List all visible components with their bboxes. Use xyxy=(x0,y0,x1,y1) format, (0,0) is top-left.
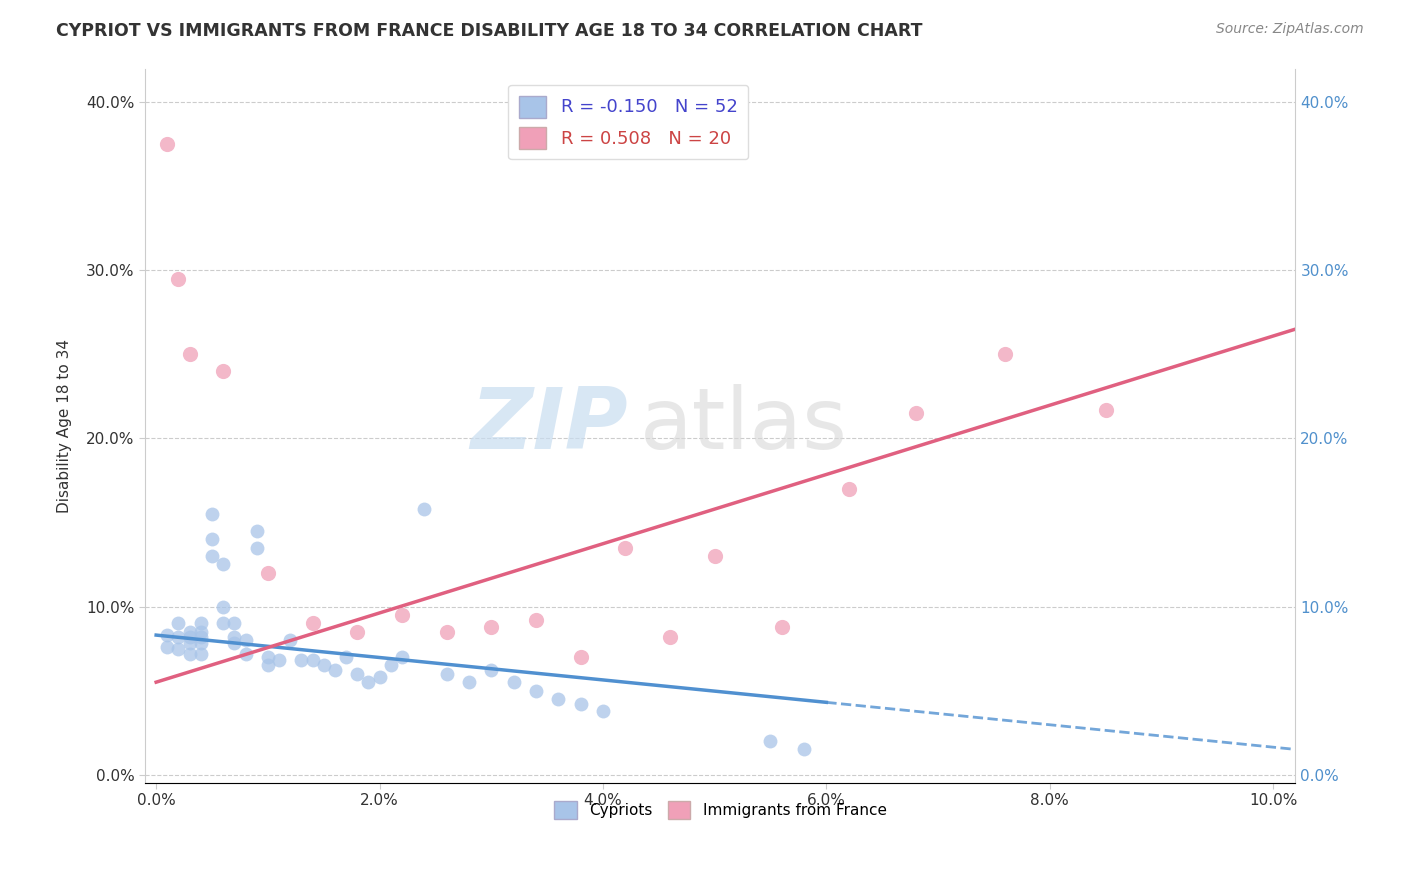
Y-axis label: Disability Age 18 to 34: Disability Age 18 to 34 xyxy=(58,339,72,513)
Text: CYPRIOT VS IMMIGRANTS FROM FRANCE DISABILITY AGE 18 TO 34 CORRELATION CHART: CYPRIOT VS IMMIGRANTS FROM FRANCE DISABI… xyxy=(56,22,922,40)
Point xyxy=(257,649,280,664)
Point xyxy=(190,624,212,639)
Point xyxy=(592,704,614,718)
Point xyxy=(1094,402,1116,417)
Point xyxy=(190,636,212,650)
Point xyxy=(278,633,301,648)
Point xyxy=(246,541,269,555)
Point xyxy=(201,507,224,521)
Point xyxy=(391,649,413,664)
Point xyxy=(167,630,190,644)
Point xyxy=(323,664,346,678)
Point xyxy=(614,541,637,555)
Point xyxy=(179,347,201,361)
Point xyxy=(190,647,212,661)
Point xyxy=(346,666,368,681)
Point xyxy=(569,649,592,664)
Point xyxy=(257,658,280,673)
Point xyxy=(179,636,201,650)
Point xyxy=(224,636,246,650)
Text: atlas: atlas xyxy=(640,384,848,467)
Point xyxy=(179,624,201,639)
Point xyxy=(267,653,290,667)
Point xyxy=(479,664,502,678)
Point xyxy=(436,666,458,681)
Point xyxy=(224,616,246,631)
Point xyxy=(838,482,860,496)
Point xyxy=(167,271,190,285)
Point xyxy=(190,616,212,631)
Point xyxy=(770,620,793,634)
Point xyxy=(413,502,436,516)
Point xyxy=(569,697,592,711)
Point xyxy=(301,653,323,667)
Point xyxy=(547,692,569,706)
Point xyxy=(357,675,380,690)
Point xyxy=(524,613,547,627)
Legend: Cypriots, Immigrants from France: Cypriots, Immigrants from France xyxy=(548,795,893,825)
Text: ZIP: ZIP xyxy=(471,384,628,467)
Point xyxy=(391,607,413,622)
Point xyxy=(904,406,927,420)
Point xyxy=(167,641,190,656)
Point xyxy=(759,734,782,748)
Point xyxy=(703,549,725,563)
Point xyxy=(436,624,458,639)
Point xyxy=(346,624,368,639)
Point xyxy=(201,549,224,563)
Point xyxy=(246,524,269,538)
Point xyxy=(380,658,402,673)
Point xyxy=(201,533,224,547)
Point xyxy=(793,742,815,756)
Point xyxy=(179,630,201,644)
Point xyxy=(368,670,391,684)
Point xyxy=(212,599,235,614)
Point xyxy=(502,675,524,690)
Point xyxy=(167,616,190,631)
Point xyxy=(658,630,681,644)
Point xyxy=(335,649,357,664)
Point xyxy=(257,566,280,580)
Point xyxy=(301,616,323,631)
Point xyxy=(458,675,481,690)
Point xyxy=(156,628,179,642)
Point xyxy=(290,653,312,667)
Point xyxy=(312,658,335,673)
Point xyxy=(179,647,201,661)
Point xyxy=(235,647,257,661)
Point xyxy=(524,683,547,698)
Point xyxy=(212,558,235,572)
Point xyxy=(190,630,212,644)
Point xyxy=(156,137,179,152)
Point xyxy=(479,620,502,634)
Text: Source: ZipAtlas.com: Source: ZipAtlas.com xyxy=(1216,22,1364,37)
Point xyxy=(994,347,1017,361)
Point xyxy=(224,630,246,644)
Point xyxy=(212,364,235,378)
Point xyxy=(235,633,257,648)
Point xyxy=(156,640,179,654)
Point xyxy=(212,616,235,631)
